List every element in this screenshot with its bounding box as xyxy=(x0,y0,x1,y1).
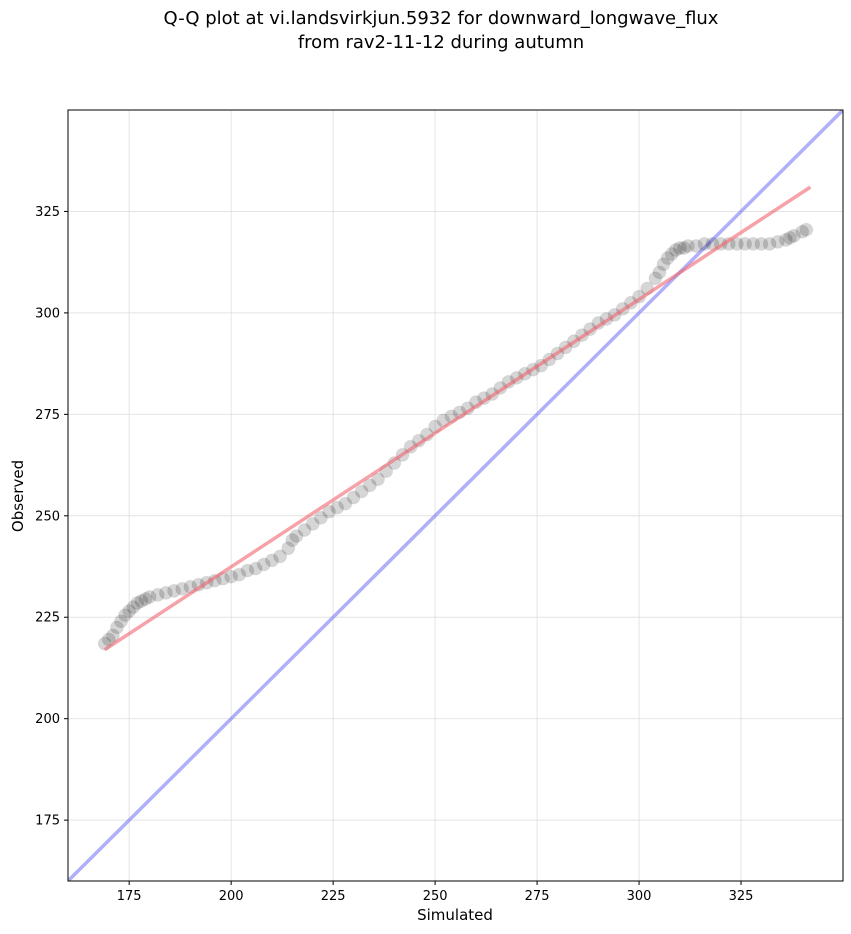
y-axis-label: Observed xyxy=(9,460,27,532)
quantile-point xyxy=(122,604,137,619)
y-tick-label: 325 xyxy=(35,205,60,220)
quantile-point xyxy=(105,628,120,643)
quantile-point xyxy=(770,234,785,249)
y-tick-label: 250 xyxy=(35,509,60,524)
quantile-point xyxy=(114,614,129,629)
quantile-point xyxy=(746,236,761,251)
y-tick-label: 225 xyxy=(35,611,60,626)
quantile-point xyxy=(681,238,695,253)
grid-lines xyxy=(68,110,843,881)
quantile-point xyxy=(778,232,793,247)
quantile-point xyxy=(142,589,157,604)
quantile-point xyxy=(264,553,279,568)
quantile-point xyxy=(729,236,744,251)
plot-frame xyxy=(67,109,844,882)
quantile-point xyxy=(338,496,353,511)
quantile-point xyxy=(672,240,687,255)
quantile-point xyxy=(762,236,777,251)
quantile-point xyxy=(224,569,239,584)
quantile-point xyxy=(232,567,247,582)
x-tick-label: 300 xyxy=(627,889,652,904)
x-tick-label: 275 xyxy=(525,889,550,904)
quantile-point xyxy=(273,549,288,564)
quantile-point xyxy=(126,600,141,615)
x-tick-label: 200 xyxy=(219,889,244,904)
quantile-point xyxy=(138,591,153,606)
quantile-point xyxy=(787,228,802,243)
quantile-point xyxy=(256,557,271,572)
quantile-point xyxy=(158,585,173,600)
quantile-point xyxy=(697,236,712,251)
quantile-point xyxy=(285,533,300,548)
y-tick-label: 200 xyxy=(35,712,60,727)
chart-title-line-2: from rav2-11-12 during autumn xyxy=(297,32,585,53)
quantile-point xyxy=(754,236,769,251)
quantile-point xyxy=(660,251,675,266)
y-tick-label: 275 xyxy=(35,408,60,423)
quantile-point xyxy=(371,472,385,487)
y-tick-label: 175 xyxy=(35,814,60,829)
quantile-point xyxy=(118,608,133,623)
quantile-point xyxy=(354,484,369,499)
quantile-point xyxy=(652,265,667,280)
quantile-point xyxy=(330,500,345,515)
x-tick-label: 225 xyxy=(321,889,346,904)
chart-title-line-1: Q-Q plot at vi.landsvirkjun.5932 for dow… xyxy=(163,8,719,29)
quantile-point xyxy=(795,224,810,239)
quantile-point xyxy=(656,257,671,272)
quantile-point xyxy=(305,516,320,531)
quantile-point xyxy=(134,594,149,609)
quantile-point xyxy=(676,240,691,255)
quantile-point xyxy=(322,504,337,519)
quantile-point xyxy=(130,596,145,611)
quantile-point xyxy=(738,236,753,251)
quantile-point xyxy=(668,242,683,257)
x-axis-label: Simulated xyxy=(417,906,493,924)
quantile-point xyxy=(799,222,814,237)
quantile-point xyxy=(167,583,182,598)
x-tick-label: 175 xyxy=(117,889,142,904)
quantile-point xyxy=(362,478,377,493)
quantile-point xyxy=(313,510,328,525)
quantile-point xyxy=(648,271,663,286)
x-tick-label: 325 xyxy=(729,889,754,904)
quantile-point xyxy=(109,620,124,635)
y-tick-label: 300 xyxy=(35,306,60,321)
quantile-point xyxy=(289,529,304,544)
quantile-point xyxy=(346,490,361,505)
quantile-point xyxy=(150,587,165,602)
quantile-point xyxy=(782,230,797,245)
quantile-point xyxy=(281,541,296,556)
fit-line xyxy=(103,185,812,652)
quantile-point xyxy=(689,238,704,253)
quantile-point xyxy=(248,561,263,576)
quantile-point xyxy=(297,522,312,537)
quantile-point xyxy=(664,247,679,262)
quantile-point xyxy=(240,563,255,578)
x-tick-label: 250 xyxy=(423,889,448,904)
reference-line xyxy=(68,110,843,881)
quantile-point xyxy=(175,581,190,596)
